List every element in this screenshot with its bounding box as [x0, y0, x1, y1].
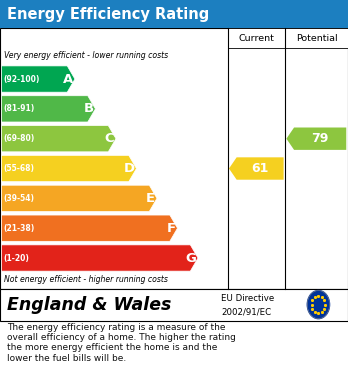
Bar: [285, 28, 348, 48]
Text: A: A: [63, 73, 73, 86]
Polygon shape: [1, 215, 177, 241]
Polygon shape: [229, 157, 284, 180]
Text: (69-80): (69-80): [3, 134, 35, 143]
Polygon shape: [1, 96, 95, 122]
Bar: [0, 28, 348, 289]
Polygon shape: [286, 127, 346, 150]
Polygon shape: [1, 66, 75, 92]
Text: (92-100): (92-100): [3, 75, 40, 84]
Text: EU Directive: EU Directive: [221, 294, 274, 303]
Polygon shape: [1, 126, 116, 152]
Text: (55-68): (55-68): [3, 164, 34, 173]
Text: (81-91): (81-91): [3, 104, 35, 113]
Polygon shape: [1, 155, 136, 182]
Text: (21-38): (21-38): [3, 224, 35, 233]
Text: B: B: [84, 102, 94, 115]
Text: Energy Efficiency Rating: Energy Efficiency Rating: [7, 7, 209, 22]
Text: 79: 79: [311, 132, 329, 145]
Polygon shape: [1, 185, 157, 212]
Text: Potential: Potential: [296, 34, 338, 43]
Text: (1-20): (1-20): [3, 253, 29, 262]
Text: Current: Current: [239, 34, 275, 43]
Text: C: C: [104, 132, 114, 145]
Bar: [228, 28, 285, 48]
Text: 2002/91/EC: 2002/91/EC: [221, 307, 271, 316]
Text: England & Wales: England & Wales: [7, 296, 171, 314]
Text: 61: 61: [251, 162, 268, 175]
Bar: [0, 289, 348, 321]
Text: E: E: [146, 192, 155, 205]
Text: Not energy efficient - higher running costs: Not energy efficient - higher running co…: [4, 275, 168, 285]
Text: G: G: [185, 251, 196, 264]
Text: (39-54): (39-54): [3, 194, 34, 203]
Polygon shape: [1, 245, 198, 271]
Text: The energy efficiency rating is a measure of the
overall efficiency of a home. T: The energy efficiency rating is a measur…: [7, 323, 236, 363]
Text: Very energy efficient - lower running costs: Very energy efficient - lower running co…: [4, 51, 168, 60]
Text: D: D: [124, 162, 135, 175]
Text: F: F: [167, 222, 176, 235]
Ellipse shape: [307, 291, 330, 319]
Bar: [0, 0, 348, 28]
